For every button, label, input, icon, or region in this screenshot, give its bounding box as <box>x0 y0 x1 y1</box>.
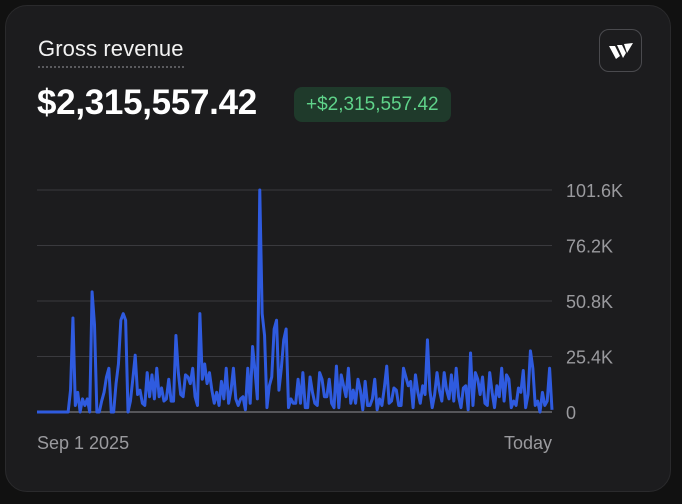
gross-revenue-card: Gross revenue $2,315,557.42 +$2,315,557.… <box>5 5 671 492</box>
x-tick-label: Sep 1 2025 <box>37 433 129 453</box>
revenue-line-chart: 0 25.4K 50.8K 76.2K 101.6K Sep 1 2025 Today <box>37 181 623 453</box>
x-tick-label: Today <box>504 433 552 453</box>
card-title[interactable]: Gross revenue <box>38 36 184 68</box>
revenue-series-line <box>37 188 554 414</box>
y-tick-label: 25.4K <box>566 348 613 368</box>
y-tick-label: 101.6K <box>566 181 623 201</box>
y-tick-label: 0 <box>566 403 576 423</box>
wallet-brand-icon <box>608 42 633 59</box>
revenue-amount: $2,315,557.42 <box>37 83 257 122</box>
y-tick-label: 50.8K <box>566 292 613 312</box>
y-tick-label: 76.2K <box>566 237 613 257</box>
app-logo-button[interactable] <box>599 29 642 72</box>
revenue-delta-badge: +$2,315,557.42 <box>294 87 451 122</box>
